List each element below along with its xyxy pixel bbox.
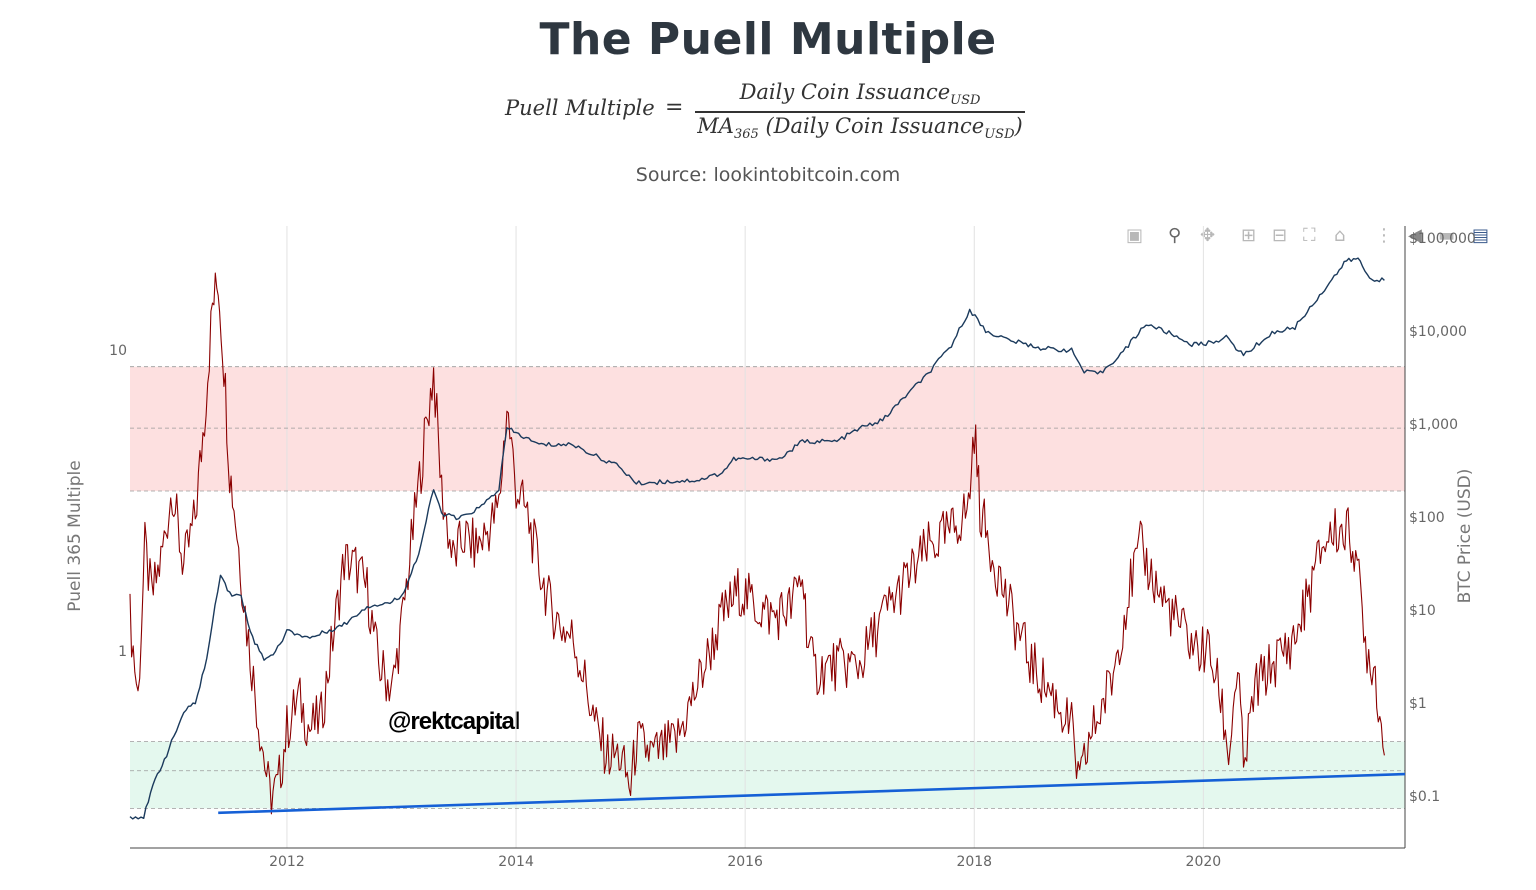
y-right-tick-label: $1 <box>1409 696 1427 712</box>
formula-den-main: (Daily Coin Issuance <box>758 114 985 138</box>
formula-denominator: MA365 (Daily Coin IssuanceUSD) <box>695 114 1025 142</box>
plotly-logo-icon[interactable]: ▤ <box>1472 225 1490 246</box>
y-right-axis-title: BTC Price (USD) <box>1455 469 1475 604</box>
formula-num-sub: USD <box>950 93 981 109</box>
formula-den-pre-sub: 365 <box>733 127 759 143</box>
watermark-handle: @rektcapital <box>388 708 520 735</box>
autoscale-icon[interactable]: ⛶ <box>1303 225 1316 246</box>
formula-num-main: Daily Coin Issuance <box>739 80 951 104</box>
formula-numerator: Daily Coin IssuanceUSD <box>695 80 1025 108</box>
formula-fraction-bar <box>695 111 1025 113</box>
y-right-tick-label: $10 <box>1409 603 1436 619</box>
y-right-tick-label: $10,000 <box>1409 324 1467 340</box>
y-right-tick-label: $100 <box>1409 510 1445 526</box>
x-tick-label: 2016 <box>727 854 763 870</box>
btc-price-line <box>129 257 1385 820</box>
x-tick-label: 2018 <box>956 854 992 870</box>
formula-equals: = <box>665 95 684 120</box>
red-zone-band <box>130 366 1405 492</box>
formula-den-close: ) <box>1014 114 1023 138</box>
zoom-icon[interactable]: ⚲ <box>1168 225 1182 246</box>
formula-den-pre: MA <box>697 114 734 138</box>
formula-lhs: Puell Multiple <box>505 96 655 120</box>
y-left-axis-title: Puell 365 Multiple <box>65 460 85 611</box>
spike-lines-icon[interactable]: ⋮ <box>1375 225 1393 246</box>
y-left-tick-label: 1 <box>118 644 127 660</box>
y-left-tick-label: 10 <box>109 343 127 359</box>
zoom-out-icon[interactable]: ⊟ <box>1272 225 1288 246</box>
x-tick-label: 2020 <box>1186 854 1222 870</box>
support-trendline <box>218 772 1406 815</box>
x-tick-label: 2014 <box>498 854 534 870</box>
puell-formula: Puell Multiple = Daily Coin IssuanceUSD … <box>505 78 1045 148</box>
home-icon[interactable]: ⌂ <box>1334 225 1346 246</box>
page-title: The Puell Multiple <box>539 14 997 65</box>
y-right-tick-label: $1,000 <box>1409 417 1458 433</box>
source-caption: Source: lookintobitcoin.com <box>635 164 901 186</box>
y-right-tick-label: $0.1 <box>1409 789 1440 805</box>
y-right-tick-label: $100,000 <box>1409 231 1476 247</box>
green-zone-band <box>130 741 1405 809</box>
formula-den-sub: USD <box>984 127 1015 143</box>
hover-compare-icon[interactable]: ▬ <box>1438 225 1456 246</box>
hover-closest-icon[interactable]: ◀ <box>1408 225 1422 246</box>
puell-multiple-line <box>129 272 1385 815</box>
zoom-in-icon[interactable]: ⊞ <box>1241 225 1257 246</box>
x-tick-label: 2012 <box>269 854 305 870</box>
camera-icon[interactable]: ▣ <box>1126 225 1144 246</box>
